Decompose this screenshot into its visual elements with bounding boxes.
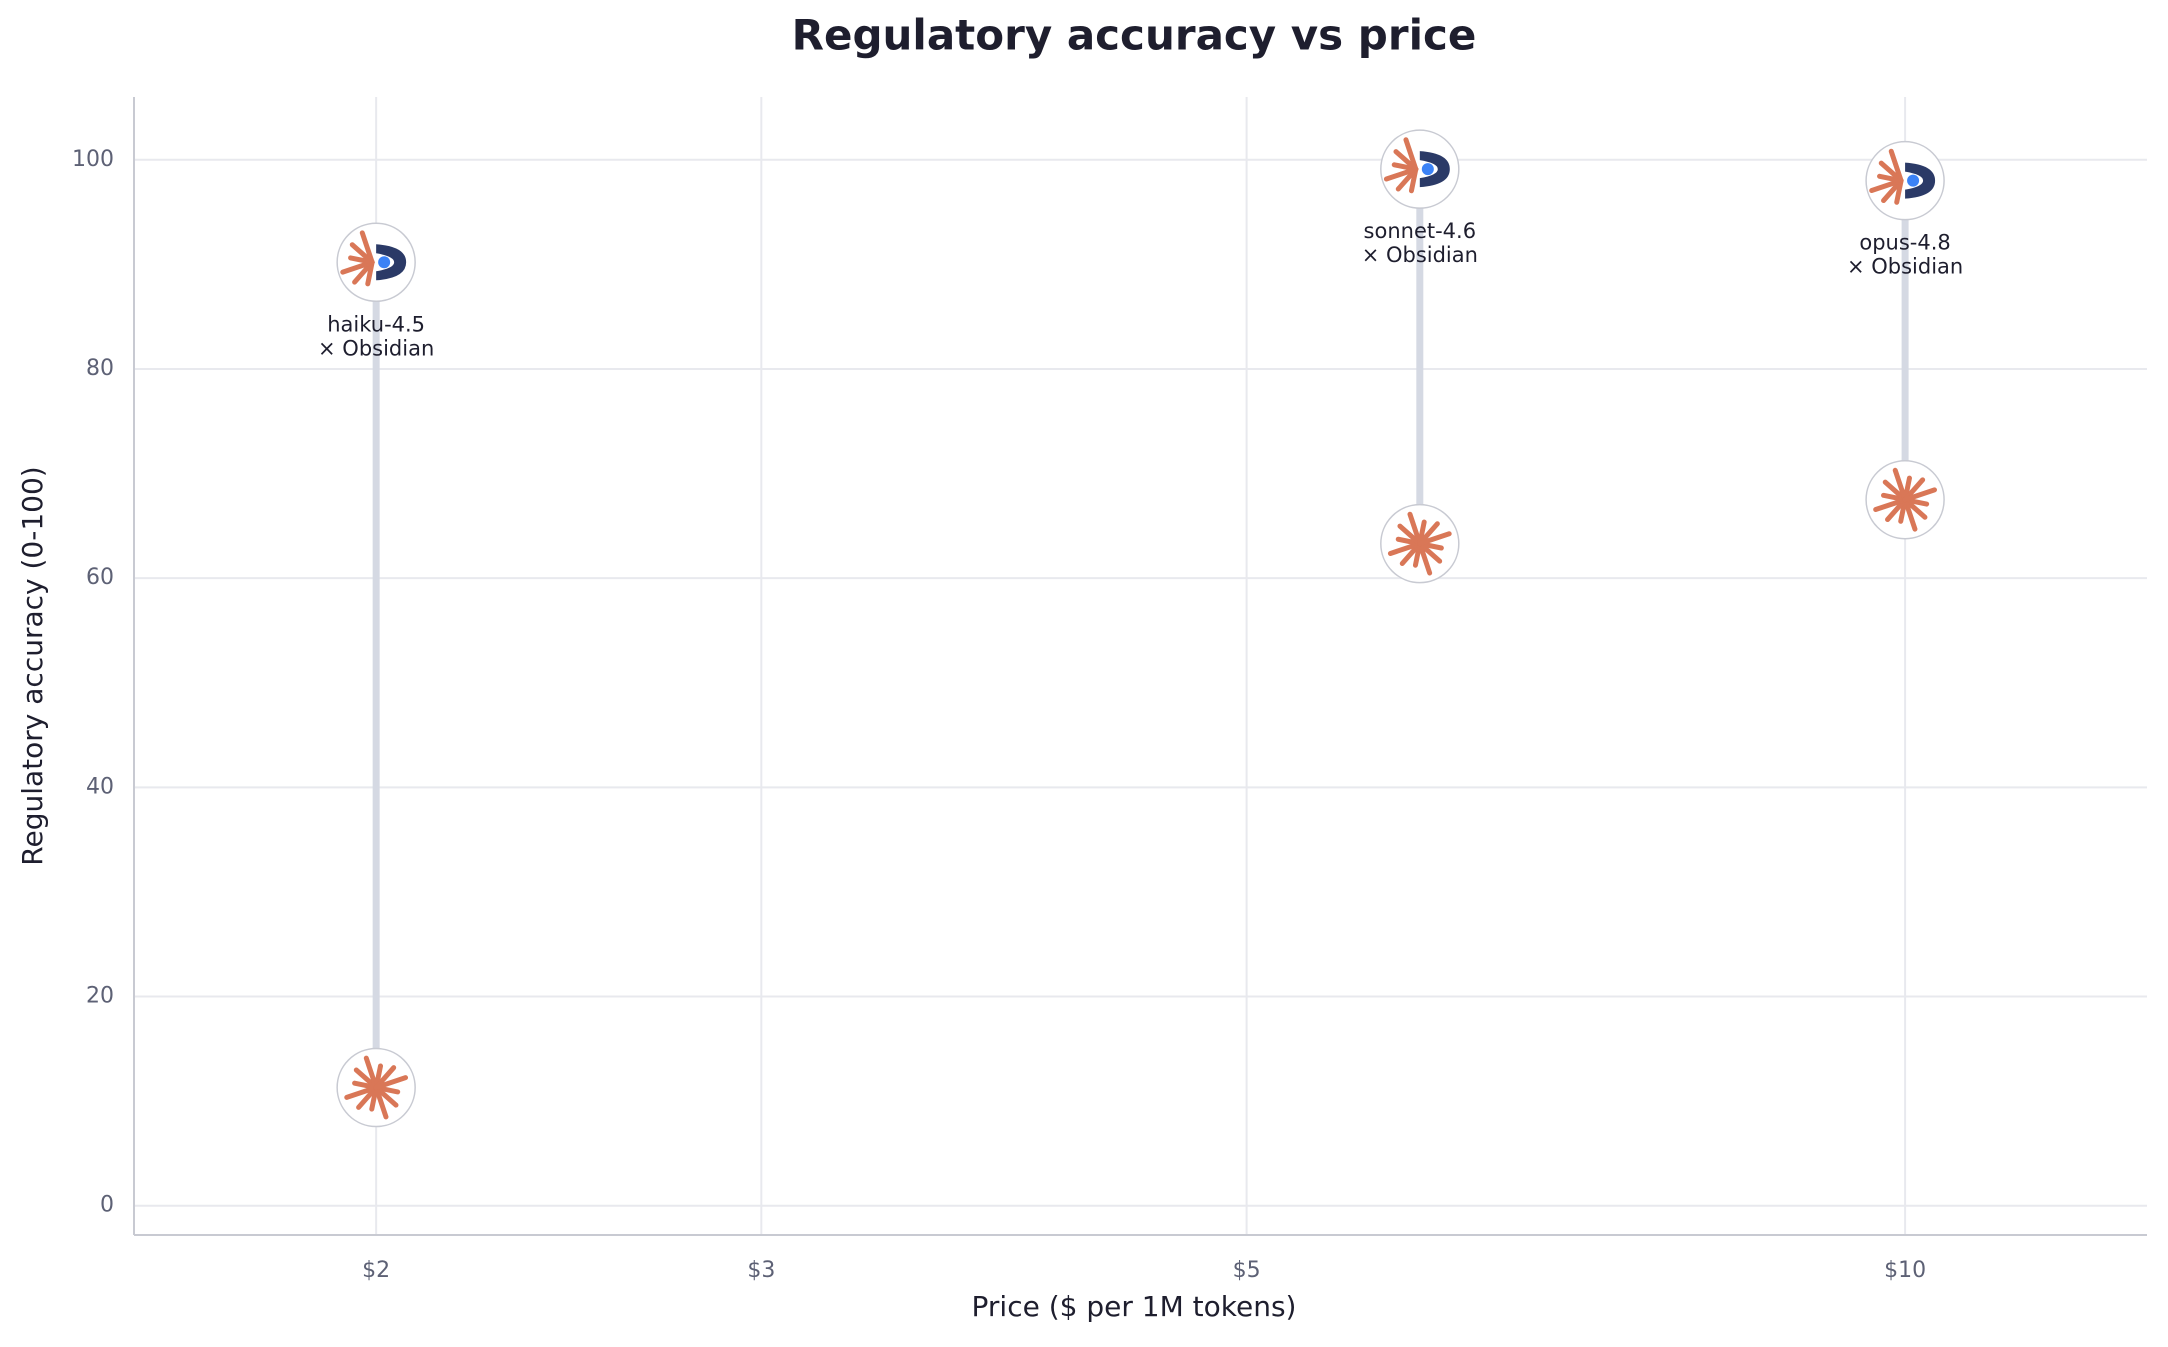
obsidian-marker [336, 222, 416, 303]
obsidian-marker [1865, 140, 1945, 221]
burst-ray [1892, 467, 1908, 503]
point-label: haiku-4.5 [327, 312, 425, 336]
burst-ray [1417, 531, 1452, 547]
burst-ray [1383, 166, 1419, 182]
eye-pupil [1907, 174, 1920, 187]
x-axis-label: Price ($ per 1M tokens) [972, 1290, 1297, 1323]
eye-pupil [1421, 163, 1434, 176]
burst-ray [1873, 497, 1908, 513]
y-tick-label: 60 [86, 565, 114, 590]
burst-ray [1403, 137, 1419, 172]
base-marker [1380, 503, 1460, 584]
x-tick-label: $3 [747, 1258, 775, 1283]
burst-ray [1888, 148, 1904, 184]
point-label: × Obsidian [1847, 255, 1963, 279]
y-tick-label: 80 [86, 356, 114, 381]
point-label: opus-4.8 [1859, 231, 1950, 255]
eye [1419, 151, 1450, 188]
y-tick-label: 20 [86, 984, 114, 1009]
burst-ray [340, 259, 375, 275]
burst-ray [1407, 511, 1423, 547]
x-tick-label: $2 [362, 1258, 390, 1283]
burst-ray [1902, 497, 1918, 532]
burst-ray [1902, 487, 1937, 503]
burst-ray [373, 1085, 389, 1120]
burst-ray [1387, 541, 1423, 556]
x-tick-label: $5 [1233, 1258, 1261, 1283]
burst-ray [1869, 178, 1904, 194]
y-tick-label: 0 [100, 1193, 114, 1218]
point-label: × Obsidian [318, 336, 434, 360]
burst-ray [373, 1075, 409, 1091]
eye [1905, 162, 1936, 199]
chart-title: Regulatory accuracy vs price [792, 11, 1477, 60]
grid [134, 97, 2147, 1235]
obsidian-marker [1380, 129, 1460, 209]
base-marker [1865, 459, 1945, 540]
y-tick-label: 100 [72, 147, 114, 172]
burst-ray [363, 1055, 379, 1091]
x-tick-label: $10 [1884, 1258, 1926, 1283]
eye-pupil [378, 256, 391, 269]
burst-ray [344, 1085, 379, 1100]
burst-ray [1417, 541, 1433, 576]
y-axis-label: Regulatory accuracy (0-100) [16, 466, 49, 865]
point-label: sonnet-4.6 [1364, 219, 1477, 243]
base-marker [336, 1047, 416, 1128]
point-label: × Obsidian [1362, 243, 1478, 267]
burst-ray [359, 230, 375, 265]
eye [376, 244, 407, 281]
y-tick-label: 40 [86, 774, 114, 799]
